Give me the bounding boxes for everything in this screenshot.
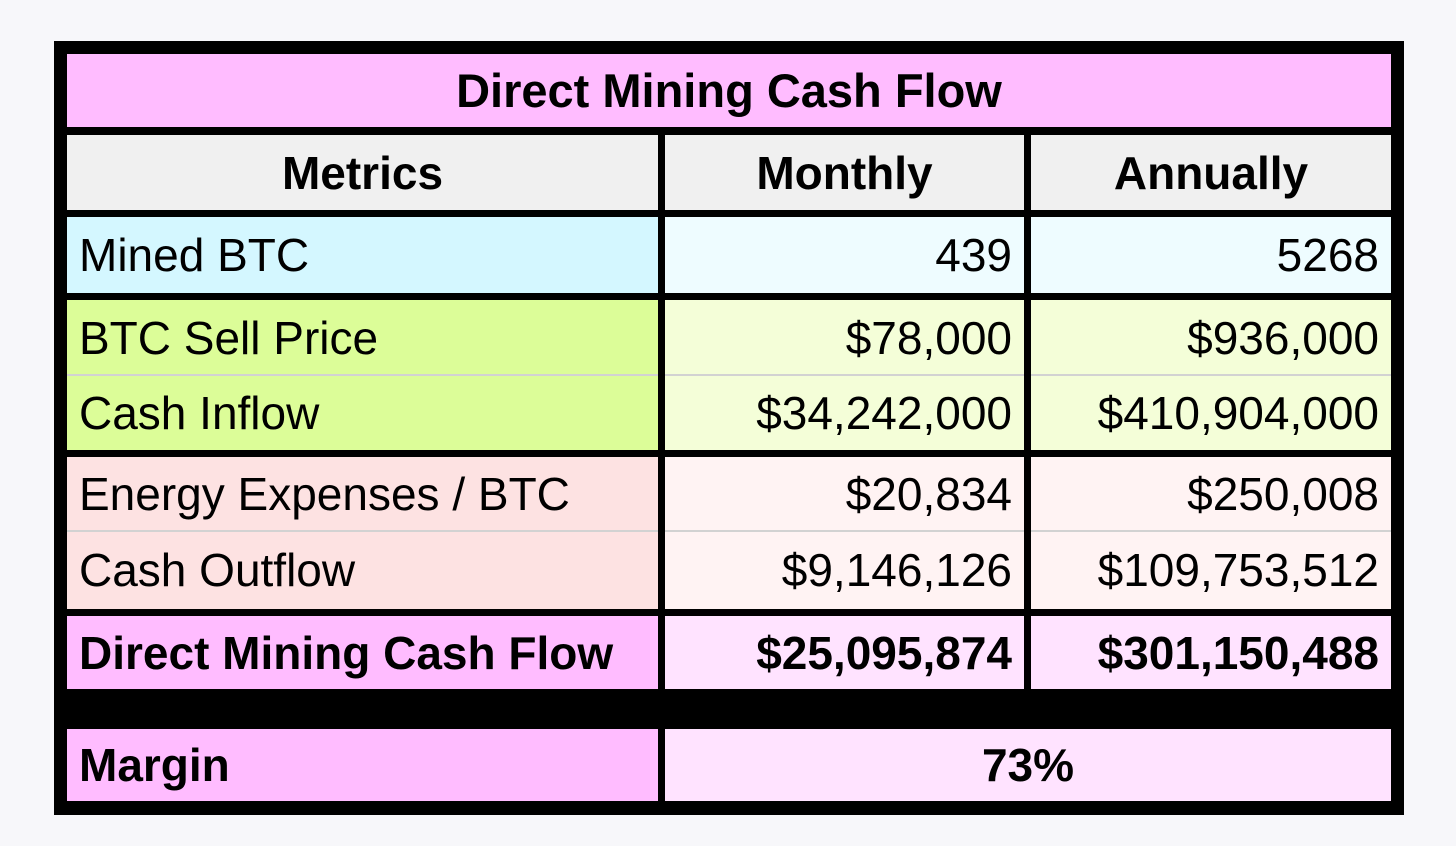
row-divider [1031, 374, 1391, 376]
row-direct-mining-cash-flow-label: Direct Mining Cash Flow [67, 616, 658, 689]
margin-value: 73% [665, 729, 1391, 801]
row-btc-sell-price-monthly: $78,000 [665, 300, 1024, 375]
header-annually: Annually [1031, 135, 1391, 210]
row-divider [665, 374, 1024, 376]
row-energy-expenses-monthly: $20,834 [665, 457, 1024, 531]
row-mined-btc-label: Mined BTC [67, 217, 658, 293]
row-cash-inflow-monthly: $34,242,000 [665, 375, 1024, 450]
row-mined-btc-annually: 5268 [1031, 217, 1391, 293]
row-cash-outflow-label: Cash Outflow [67, 531, 658, 609]
row-btc-sell-price-annually: $936,000 [1031, 300, 1391, 375]
row-cash-inflow-label: Cash Inflow [67, 375, 658, 450]
row-cash-outflow-annually: $109,753,512 [1031, 531, 1391, 609]
row-mined-btc-monthly: 439 [665, 217, 1024, 293]
row-cash-inflow-annually: $410,904,000 [1031, 375, 1391, 450]
row-btc-sell-price-label: BTC Sell Price [67, 300, 658, 375]
header-monthly: Monthly [665, 135, 1024, 210]
header-metrics: Metrics [67, 135, 658, 210]
margin-label: Margin [67, 729, 658, 801]
row-energy-expenses-label: Energy Expenses / BTC [67, 457, 658, 531]
row-direct-mining-cash-flow-monthly: $25,095,874 [665, 616, 1024, 689]
row-direct-mining-cash-flow-annually: $301,150,488 [1031, 616, 1391, 689]
row-energy-expenses-annually: $250,008 [1031, 457, 1391, 531]
row-divider [67, 374, 658, 376]
row-cash-outflow-monthly: $9,146,126 [665, 531, 1024, 609]
row-divider [1031, 530, 1391, 532]
row-divider [665, 530, 1024, 532]
table-title: Direct Mining Cash Flow [67, 54, 1391, 127]
row-divider [67, 530, 658, 532]
